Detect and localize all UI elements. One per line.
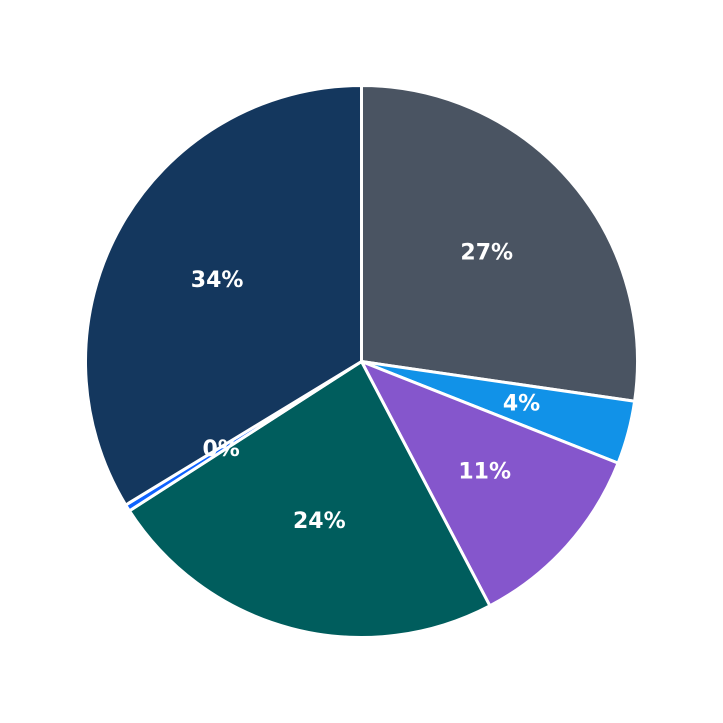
pie-slice-2 <box>360 360 620 608</box>
pie-slice-5 <box>84 84 363 507</box>
pie-slice-3 <box>127 360 492 639</box>
pie-slice-label-0: 27% <box>460 241 513 266</box>
pie-slice-label-1: 4% <box>503 392 540 417</box>
pie-slice-label-2: 11% <box>458 460 511 485</box>
pie-slices <box>84 84 639 639</box>
pie-slice-0 <box>360 84 639 403</box>
pie-slice-label-3: 24% <box>293 509 346 534</box>
pie-labels: 27% 4% 11% 24% 0% 34% <box>191 241 540 534</box>
pie-slice-label-4: 0% <box>202 437 239 462</box>
pie-slice-label-5: 34% <box>191 268 244 293</box>
